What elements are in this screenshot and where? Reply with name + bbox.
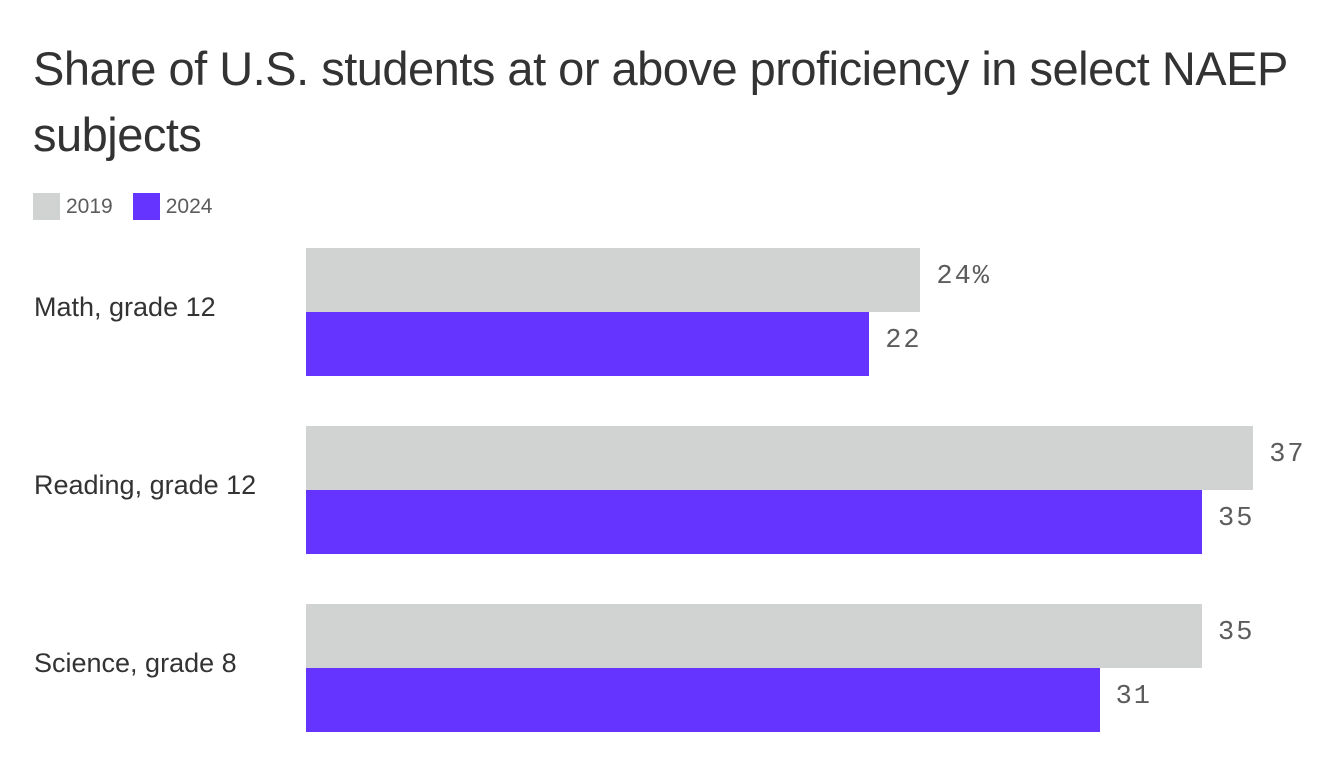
legend-swatch-2019 <box>33 193 60 220</box>
bar-2024 <box>306 490 1202 554</box>
value-label-2019: 24% <box>936 262 991 292</box>
bar-2024 <box>306 668 1100 732</box>
bar-2024 <box>306 312 870 376</box>
legend-label-2019: 2019 <box>66 194 113 218</box>
legend-label-2024: 2024 <box>165 194 213 218</box>
legend-swatch-2024 <box>132 193 160 220</box>
chart-title: Share of U.S. students at or above profi… <box>33 42 1287 161</box>
value-label-2024: 31 <box>1115 682 1152 712</box>
bar-group: Math, grade 12 24% 22 <box>0 248 1344 376</box>
legend-item-2024: 2024 <box>132 193 213 220</box>
bar-group: Science, grade 8 35 31 <box>0 604 1344 732</box>
category-label: Math, grade 12 <box>34 292 216 322</box>
value-label-2019: 37 <box>1269 440 1306 470</box>
bar-2019 <box>306 248 921 312</box>
bar-group: Reading, grade 12 37 35 <box>0 426 1344 554</box>
value-label-2019: 35 <box>1218 618 1255 648</box>
value-label-2024: 22 <box>885 326 922 356</box>
legend: 2019 2024 <box>33 193 232 220</box>
bar-2019 <box>306 604 1202 668</box>
value-label-2024: 35 <box>1218 504 1255 534</box>
category-label: Science, grade 8 <box>34 648 237 678</box>
legend-item-2019: 2019 <box>33 193 113 220</box>
category-label: Reading, grade 12 <box>34 470 257 500</box>
bar-2019 <box>306 426 1254 490</box>
